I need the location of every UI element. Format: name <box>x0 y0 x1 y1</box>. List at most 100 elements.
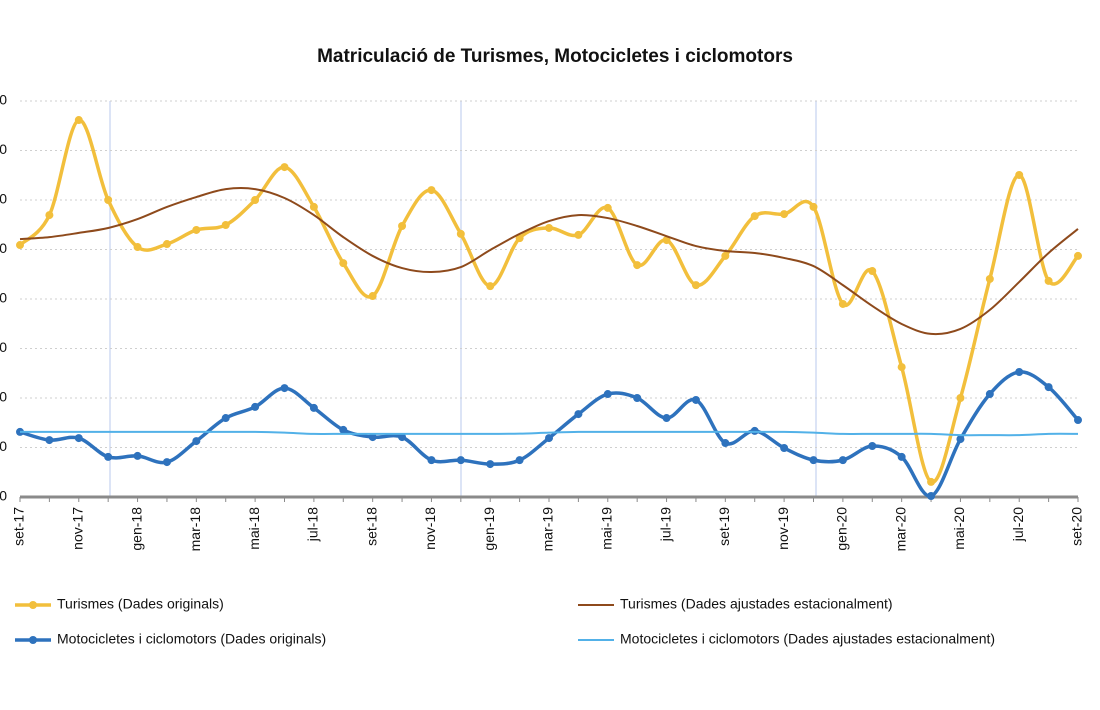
point <box>221 220 230 229</box>
x-tick-label: mai-18 <box>246 507 262 550</box>
legend-label: Turismes (Dades originals) <box>57 596 224 612</box>
point <box>868 267 877 276</box>
point <box>721 439 730 448</box>
legend-marker <box>29 601 37 609</box>
point <box>603 390 612 399</box>
x-tick-label: gen-19 <box>481 507 497 551</box>
point <box>662 236 671 245</box>
point <box>1044 383 1053 392</box>
point <box>133 243 142 252</box>
point <box>456 229 465 238</box>
series-line <box>18 118 1080 484</box>
point <box>339 425 348 434</box>
point <box>251 196 260 204</box>
x-tick-label: mar-18 <box>187 507 203 552</box>
legend-label: Motocicletes i ciclomotors (Dades origin… <box>57 631 326 647</box>
point <box>251 402 260 411</box>
y-tick-label: 4.000 <box>0 389 7 405</box>
series-line <box>19 187 1079 336</box>
x-tick-label: mar-20 <box>892 507 908 552</box>
chart-title: Matriculació de Turismes, Motocicletes i… <box>317 46 793 67</box>
y-tick-label: 10.000 <box>0 240 7 256</box>
point <box>456 456 465 465</box>
x-tick-label: mai-19 <box>598 507 614 550</box>
point <box>927 477 936 486</box>
point <box>1015 368 1024 377</box>
point <box>486 282 495 291</box>
x-tick-label: jul-19 <box>657 507 673 542</box>
point <box>74 434 83 443</box>
point <box>691 395 700 404</box>
point <box>45 211 54 220</box>
x-tick-label: gen-18 <box>128 507 144 551</box>
point <box>280 384 289 393</box>
point <box>662 414 671 423</box>
point <box>1015 171 1024 180</box>
point <box>74 116 83 125</box>
point <box>780 210 789 219</box>
point <box>868 442 877 451</box>
legend-marker <box>29 636 37 644</box>
point <box>104 196 113 204</box>
point <box>16 241 24 250</box>
point <box>574 410 583 419</box>
point <box>1074 251 1082 260</box>
x-tick-label: gen-20 <box>834 507 850 551</box>
point <box>398 221 407 230</box>
point <box>721 251 730 260</box>
point <box>427 456 436 465</box>
point <box>515 234 524 243</box>
y-tick-label: 0 <box>0 488 7 504</box>
point <box>838 299 847 308</box>
point <box>545 434 553 443</box>
legend-label: Turismes (Dades ajustades estacionalment… <box>620 596 893 612</box>
x-tick-label: jul-20 <box>1010 507 1026 542</box>
legend-label: Motocicletes i ciclomotors (Dades ajusta… <box>620 631 995 647</box>
point <box>603 203 612 212</box>
point <box>1044 276 1053 285</box>
point <box>897 452 906 461</box>
point <box>927 492 936 501</box>
y-tick-label: 12.000 <box>0 191 7 207</box>
y-tick-label: 8.000 <box>0 290 7 306</box>
point <box>956 435 965 444</box>
point <box>368 433 377 442</box>
point <box>133 451 142 460</box>
x-tick-label: mai-20 <box>951 507 967 550</box>
point <box>780 443 789 452</box>
point <box>985 390 994 399</box>
point <box>162 458 171 467</box>
point <box>368 292 377 301</box>
point <box>545 223 553 232</box>
point <box>427 186 436 195</box>
point <box>897 363 906 372</box>
point <box>45 436 54 445</box>
point <box>221 414 230 423</box>
point <box>633 394 642 402</box>
point <box>515 456 524 465</box>
x-tick-label: jul-18 <box>305 507 321 542</box>
point <box>309 202 318 211</box>
point <box>809 456 818 465</box>
x-tick-label: nov-17 <box>69 507 85 550</box>
x-tick-label: set-20 <box>1069 507 1085 546</box>
y-tick-label: 16.000 <box>0 92 7 108</box>
point <box>985 274 994 283</box>
point <box>691 281 700 290</box>
point <box>162 240 171 249</box>
point <box>104 452 113 461</box>
x-tick-label: nov-19 <box>775 507 791 550</box>
x-tick-label: set-19 <box>716 507 732 546</box>
point <box>280 163 289 172</box>
point <box>309 403 318 412</box>
point <box>398 433 407 442</box>
point <box>750 212 759 221</box>
y-tick-label: 2.000 <box>0 438 7 454</box>
point <box>339 259 348 268</box>
series-line <box>20 430 1079 437</box>
point <box>486 460 495 469</box>
y-tick-label: 14.000 <box>0 141 7 157</box>
point <box>574 230 583 239</box>
